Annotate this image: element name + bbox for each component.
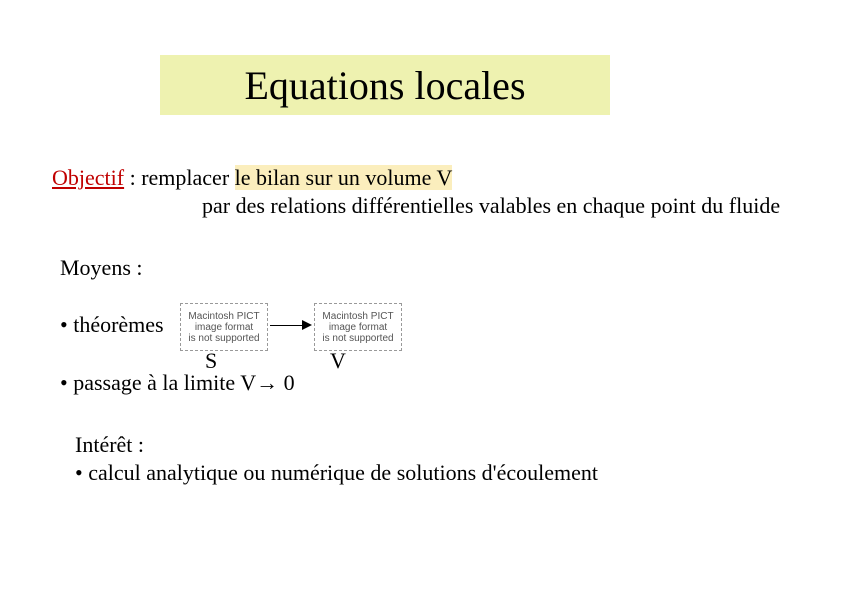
pict2-line3: is not supported xyxy=(322,333,393,344)
v-label: V xyxy=(330,348,346,374)
limite-bullet: • passage à la limite V→ 0 xyxy=(60,370,295,396)
arrow-line xyxy=(270,325,304,326)
pict-placeholder-1: Macintosh PICT image format is not suppo… xyxy=(180,303,268,351)
objectif-highlight: le bilan sur un volume V xyxy=(235,165,453,190)
pict2-line1: Macintosh PICT xyxy=(322,311,393,322)
arrow-head-icon xyxy=(302,320,312,330)
objectif-line2: par des relations différentielles valabl… xyxy=(202,193,780,219)
pict-placeholder-2: Macintosh PICT image format is not suppo… xyxy=(314,303,402,351)
limite-arrow-glyph: → xyxy=(256,370,278,395)
theoremes-bullet: • théorèmes xyxy=(60,312,164,338)
interet-label: Intérêt : xyxy=(75,432,144,458)
moyens-label: Moyens : xyxy=(60,255,143,281)
objectif-block: Objectif : remplacer le bilan sur un vol… xyxy=(52,165,452,191)
pict2-line2: image format xyxy=(329,322,387,333)
slide-title: Equations locales xyxy=(244,62,525,109)
title-box: Equations locales xyxy=(160,55,610,115)
interet-line: • calcul analytique ou numérique de solu… xyxy=(75,460,598,486)
pict1-line3: is not supported xyxy=(188,333,259,344)
objectif-label: Objectif xyxy=(52,165,124,190)
pict1-line2: image format xyxy=(195,322,253,333)
objectif-prefix: : remplacer xyxy=(124,165,235,190)
limite-zero: 0 xyxy=(278,370,295,395)
limite-text: • passage à la limite V xyxy=(60,370,256,395)
pict1-line1: Macintosh PICT xyxy=(188,311,259,322)
